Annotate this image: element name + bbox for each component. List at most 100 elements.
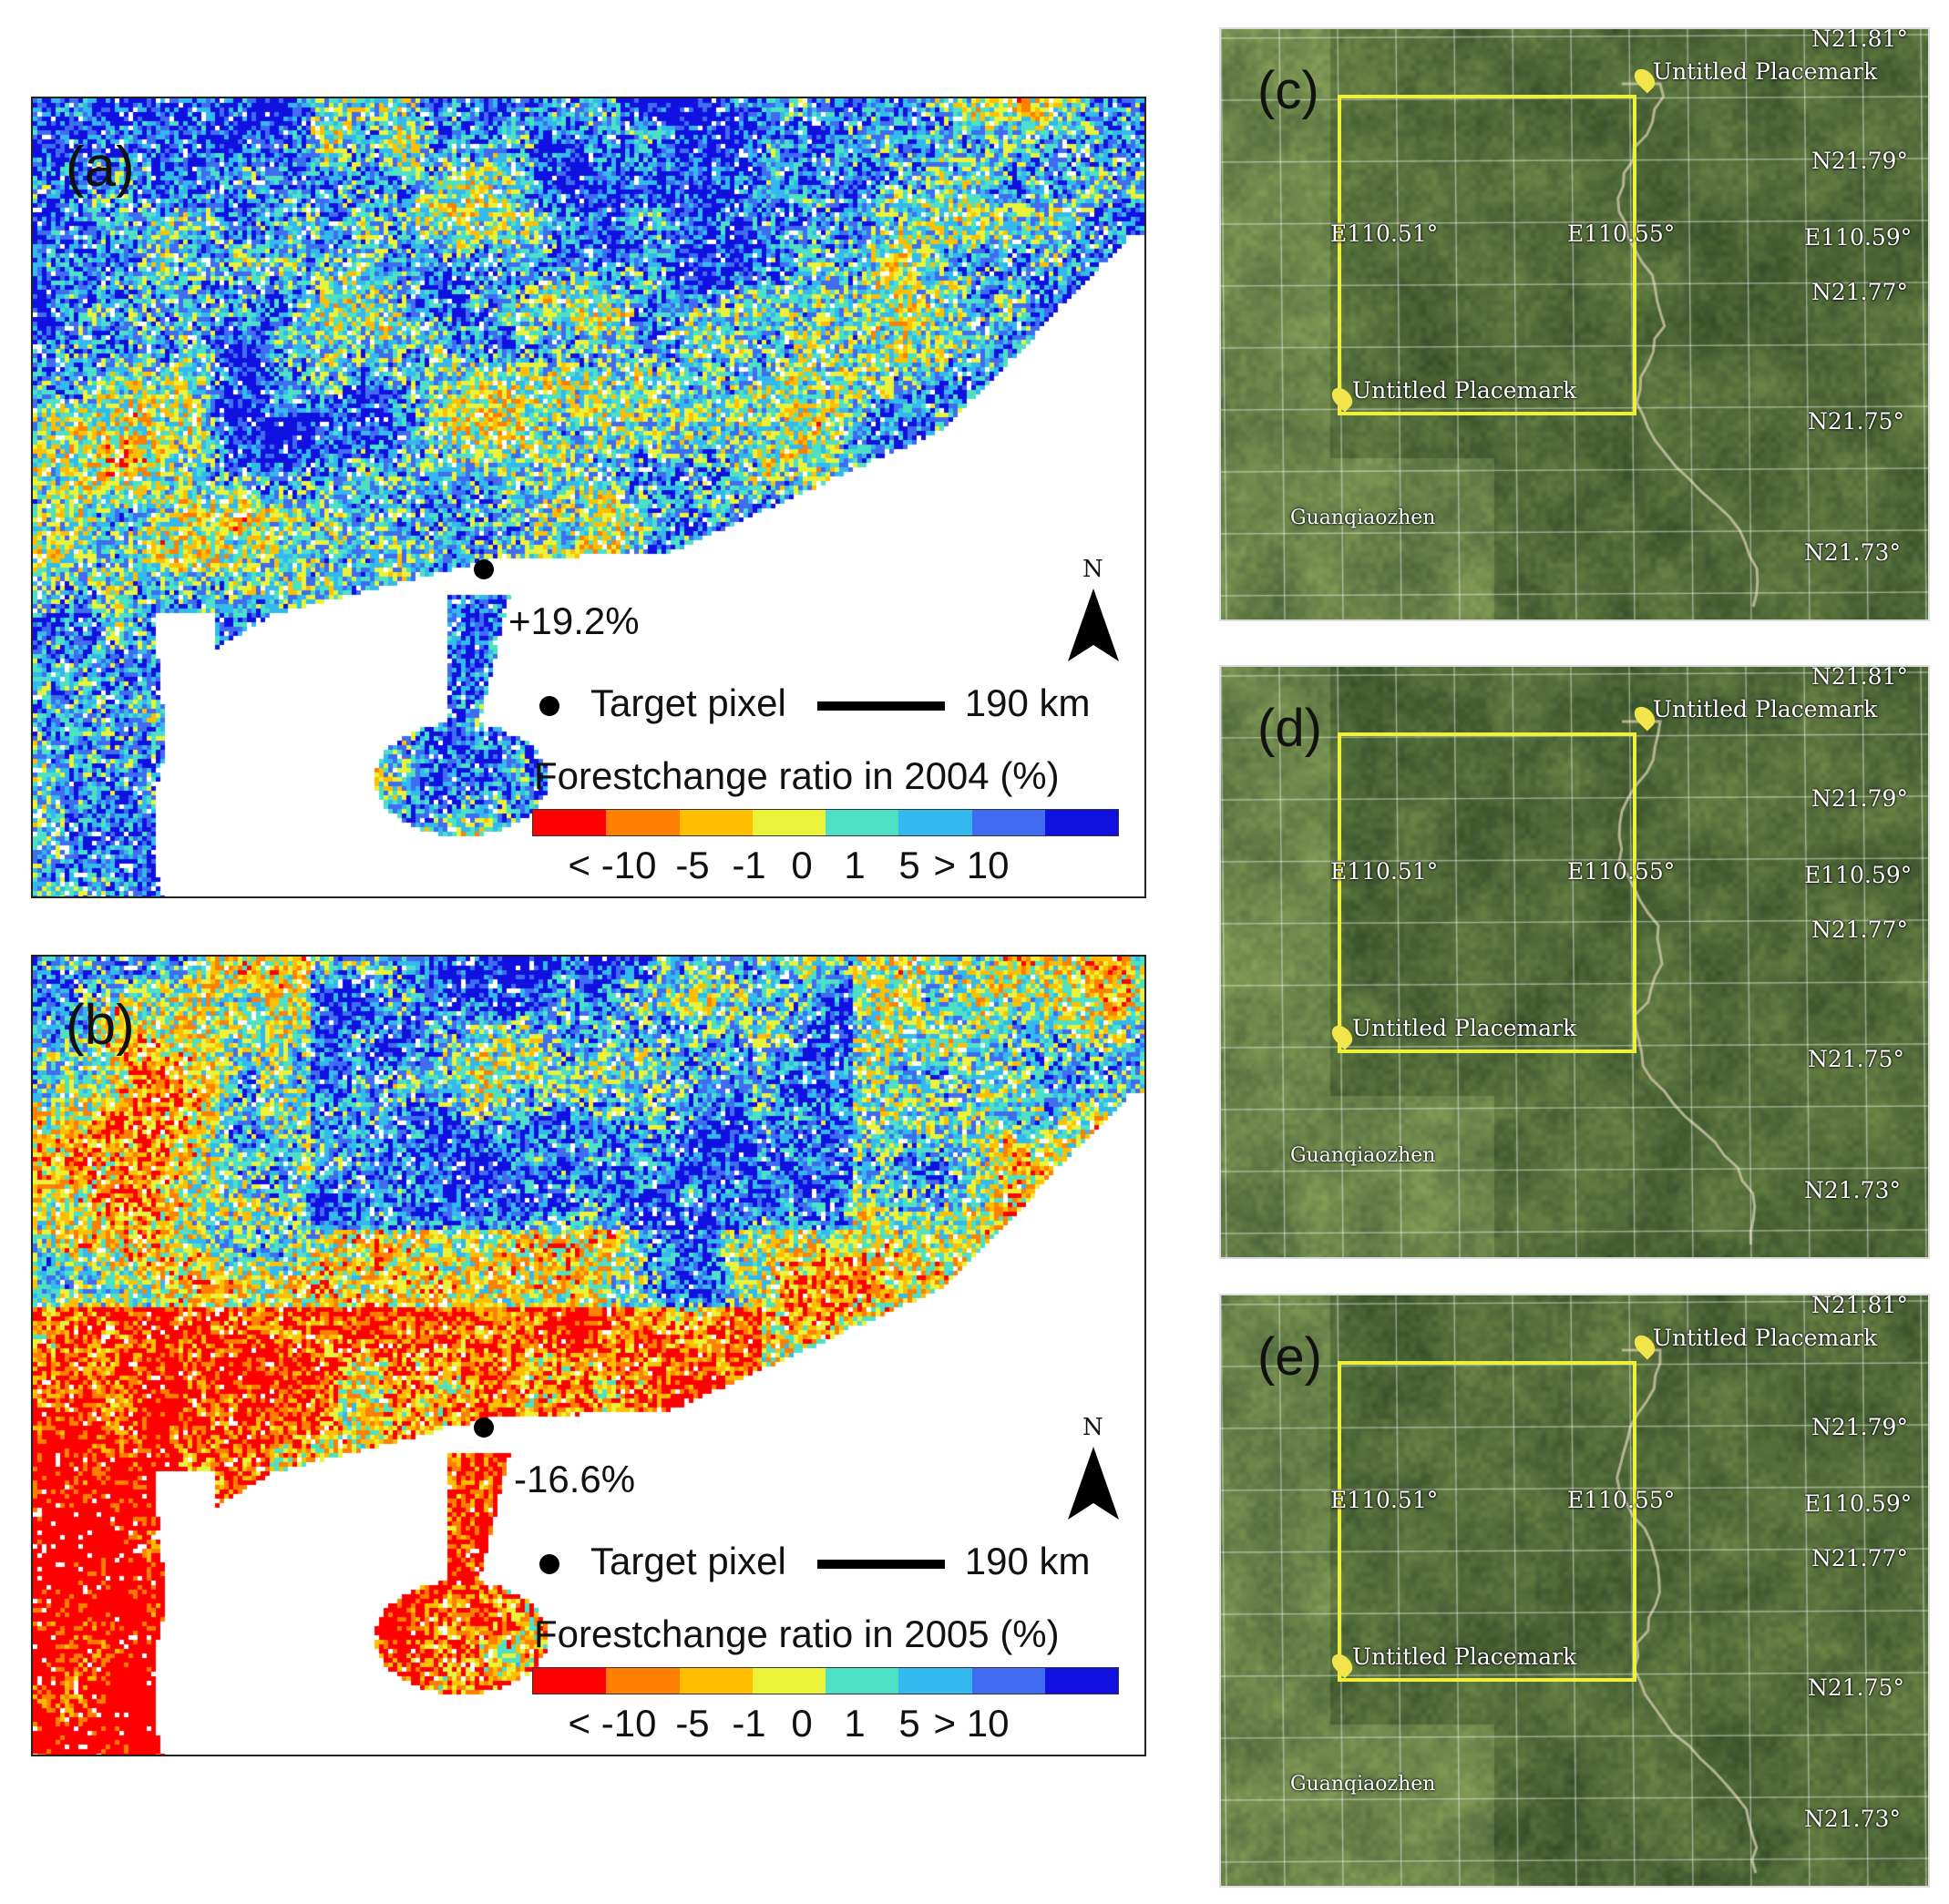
satellite-panel-c: (c) Untitled Placemark Untitled Placemar…	[1219, 27, 1930, 621]
legend-target-label: Target pixel	[590, 1540, 786, 1582]
study-area-box	[1338, 732, 1636, 1053]
lat-label-81: N21.81°	[1811, 665, 1908, 690]
lon-label-51: E110.51°	[1330, 858, 1439, 885]
lat-label-79: N21.79°	[1811, 148, 1908, 174]
legend-tick: 5	[898, 1702, 920, 1745]
legend-tick: < -10	[568, 1702, 657, 1745]
legend-tick: 5	[898, 844, 920, 886]
panel-letter: (e)	[1257, 1327, 1322, 1387]
lat-label-77: N21.77°	[1811, 916, 1908, 943]
scale-label: 190 km	[964, 681, 1091, 724]
legend-row: Target pixel 190 km	[539, 1540, 1091, 1583]
target-change-value: +19.2%	[508, 599, 640, 642]
placemark-label-top: Untitled Placemark	[1653, 696, 1878, 722]
legend-tick: -1	[732, 844, 766, 886]
lon-label-59: E110.59°	[1804, 224, 1913, 251]
ramp-swatch-2	[679, 1668, 753, 1694]
lat-label-81: N21.81°	[1811, 27, 1908, 52]
color-ramp	[532, 809, 1119, 836]
legend-tick: -1	[732, 1702, 766, 1745]
ramp-swatch-1	[606, 1668, 680, 1694]
ramp-swatch-7	[1044, 810, 1118, 835]
ramp-swatch-4	[826, 810, 899, 835]
ramp-swatch-0	[533, 810, 607, 835]
legend-target-dot	[539, 695, 559, 716]
legend-tick: -5	[675, 1702, 710, 1745]
ramp-swatch-2	[679, 810, 753, 835]
legend-row: Target pixel 190 km	[539, 681, 1091, 725]
lon-label-59: E110.59°	[1804, 862, 1913, 888]
ramp-swatch-0	[533, 1668, 607, 1694]
lat-label-81: N21.81°	[1811, 1294, 1908, 1318]
lon-label-59: E110.59°	[1804, 1490, 1913, 1517]
forest-change-raster-a	[33, 98, 1144, 896]
panel-letter: (d)	[1257, 699, 1322, 758]
legend-title: Forestchange ratio in 2005 (%)	[534, 1612, 1060, 1655]
lat-label-73: N21.73°	[1804, 539, 1901, 566]
color-ramp	[532, 1667, 1119, 1694]
lon-label-51: E110.51°	[1330, 220, 1439, 247]
map-panel-b: (b) -16.6% N Target pixel 190 km Forestch…	[31, 955, 1146, 1756]
lat-label-79: N21.79°	[1811, 785, 1908, 812]
north-arrow-icon	[1068, 589, 1119, 661]
placemark-label-bottom: Untitled Placemark	[1352, 1015, 1577, 1041]
study-area-box	[1338, 1361, 1636, 1682]
target-pixel-dot	[474, 1418, 494, 1438]
ramp-swatch-1	[606, 810, 680, 835]
north-arrow-icon	[1068, 1447, 1119, 1520]
lat-label-75: N21.75°	[1808, 1046, 1904, 1072]
legend-tick: 0	[791, 1702, 813, 1745]
lon-label-55: E110.55°	[1567, 858, 1676, 885]
panel-letter-b: (b)	[66, 994, 135, 1057]
panel-letter-a: (a)	[66, 136, 135, 199]
target-change-value: -16.6%	[514, 1458, 636, 1500]
legend-title: Forestchange ratio in 2004 (%)	[534, 754, 1060, 797]
legend-tick: -5	[675, 844, 710, 886]
scale-label: 190 km	[964, 1540, 1091, 1582]
target-pixel-dot	[474, 559, 494, 579]
placemark-label-bottom: Untitled Placemark	[1352, 377, 1577, 404]
north-label: N	[1082, 1414, 1103, 1441]
ramp-swatch-6	[971, 810, 1045, 835]
study-area-box	[1338, 95, 1636, 415]
panel-letter: (c)	[1257, 61, 1319, 120]
legend-target-label: Target pixel	[590, 681, 786, 724]
lat-label-79: N21.79°	[1811, 1414, 1908, 1440]
lon-label-55: E110.55°	[1567, 1487, 1676, 1513]
town-label: Guanqiaozhen	[1290, 1144, 1436, 1167]
lat-label-75: N21.75°	[1808, 1674, 1904, 1701]
lat-label-75: N21.75°	[1808, 408, 1904, 435]
lat-label-77: N21.77°	[1811, 1545, 1908, 1571]
forest-change-raster-b	[33, 957, 1144, 1755]
ramp-swatch-3	[752, 810, 826, 835]
lat-label-73: N21.73°	[1804, 1177, 1901, 1203]
placemark-label-top: Untitled Placemark	[1653, 1325, 1878, 1351]
satellite-panel-d: (d) Untitled Placemark Untitled Placemar…	[1219, 665, 1930, 1259]
scale-bar	[816, 701, 945, 711]
ramp-swatch-7	[1044, 1668, 1118, 1694]
map-panel-a: (a) +19.2% N Target pixel 190 km Forestch…	[31, 97, 1146, 898]
ramp-swatch-5	[898, 810, 972, 835]
legend-tick: 1	[844, 844, 866, 886]
legend-tick: 0	[791, 844, 813, 886]
ramp-swatch-3	[752, 1668, 826, 1694]
lon-label-55: E110.55°	[1567, 220, 1676, 247]
ramp-swatch-4	[826, 1668, 899, 1694]
ramp-swatch-5	[898, 1668, 972, 1694]
legend-tick: > 10	[933, 844, 1010, 886]
placemark-label-top: Untitled Placemark	[1653, 58, 1878, 85]
legend-tick: < -10	[568, 844, 657, 886]
satellite-panel-e: (e) Untitled Placemark Untitled Placemar…	[1219, 1294, 1930, 1888]
lat-label-77: N21.77°	[1811, 279, 1908, 305]
town-label: Guanqiaozhen	[1290, 507, 1436, 529]
placemark-label-bottom: Untitled Placemark	[1352, 1643, 1577, 1670]
legend-tick: > 10	[933, 1702, 1010, 1745]
lon-label-51: E110.51°	[1330, 1487, 1439, 1513]
north-label: N	[1082, 556, 1103, 583]
legend-target-dot	[539, 1553, 559, 1574]
town-label: Guanqiaozhen	[1290, 1773, 1436, 1796]
lat-label-73: N21.73°	[1804, 1806, 1901, 1832]
ramp-swatch-6	[971, 1668, 1045, 1694]
scale-bar	[816, 1559, 945, 1569]
legend-tick: 1	[844, 1702, 866, 1745]
